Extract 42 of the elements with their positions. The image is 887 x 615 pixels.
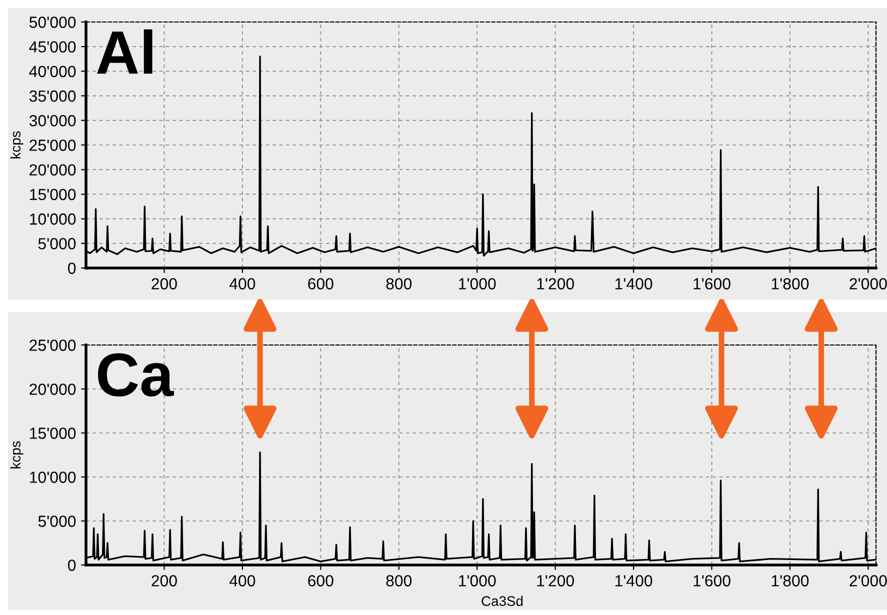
x-tick-label: 2'000: [850, 278, 887, 290]
x-tick-label: 2'000: [850, 575, 887, 586]
x-tick-label: 200: [152, 575, 177, 586]
x-tick-label: 600: [308, 278, 334, 290]
y-tick-label: 15'000: [30, 428, 76, 439]
y-tick-label: 50'000: [29, 16, 76, 28]
y-axis-title: kcps: [10, 131, 24, 158]
y-tick-label: 20'000: [30, 164, 76, 176]
y-tick-label: 45'000: [29, 41, 76, 53]
x-tick-label: 1'000: [459, 278, 496, 290]
y-tick-label: 30'000: [29, 115, 76, 126]
y-tick-label: 10'000: [30, 213, 76, 225]
x-tick-label: 800: [386, 278, 412, 290]
y-tick-label: 5'000: [38, 516, 76, 527]
annotation: Al: [97, 29, 152, 74]
x-tick-label: 1'600: [694, 575, 730, 586]
y-tick-label: 25'000: [30, 140, 76, 151]
x-tick-label: 1'800: [772, 575, 809, 586]
x-tick-label: 200: [152, 278, 177, 290]
x-tick-label: 1'200: [537, 575, 574, 586]
x-tick-label: 800: [386, 575, 412, 586]
x-tick-label: 1'000: [459, 575, 496, 586]
x-tick-label: 1'400: [615, 575, 652, 586]
y-tick-label: 40'000: [29, 66, 76, 78]
y-tick-label: 25'000: [30, 340, 76, 351]
y-tick-label: 20'000: [30, 384, 76, 395]
y-axis-title: kcps: [10, 441, 24, 468]
x-tick-label: 1'600: [694, 278, 730, 290]
x-tick-label: 400: [229, 278, 256, 290]
annotation: Ca: [98, 353, 174, 396]
y-tick-label: 35'000: [29, 90, 76, 102]
y-tick-label: 0: [68, 262, 76, 274]
x-tick-label: 1'400: [615, 278, 652, 290]
y-tick-label: 10'000: [30, 472, 76, 483]
y-tick-label: 0: [68, 560, 76, 571]
x-tick-label: 400: [229, 575, 256, 586]
x-tick-label: 1'800: [772, 278, 809, 290]
y-tick-label: 15'000: [30, 188, 76, 200]
x-tick-label: 1'200: [537, 278, 574, 290]
x-axis-title: Ca3Sd: [482, 596, 523, 606]
y-tick-label: 5'000: [38, 238, 76, 250]
x-tick-label: 600: [308, 575, 334, 586]
